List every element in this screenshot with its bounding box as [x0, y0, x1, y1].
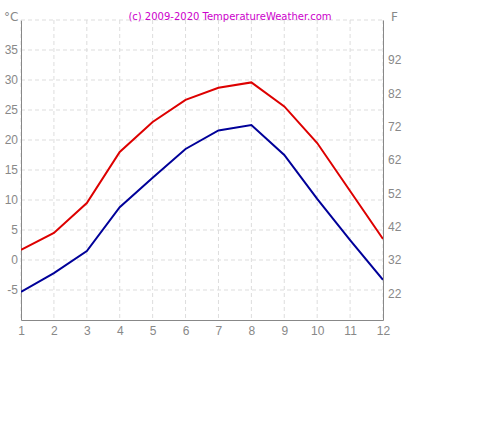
tick-label: 5 — [150, 324, 157, 338]
title: (c) 2009-2020 TemperatureWeather.com — [128, 11, 331, 22]
grid-line-y — [21, 80, 383, 81]
tick: 5 — [11, 223, 21, 237]
tick-label: 92 — [388, 53, 402, 67]
grid-line-x — [218, 20, 219, 320]
tick-label: 22 — [388, 287, 402, 301]
tick: 8 — [249, 320, 256, 338]
tick: 6 — [183, 320, 190, 338]
tick: 32 — [383, 253, 402, 267]
tick: 22 — [383, 287, 402, 301]
grid-line-x — [53, 20, 54, 320]
tick: 7 — [216, 320, 223, 338]
tick: 82 — [383, 87, 402, 101]
tick-label: 4 — [117, 324, 124, 338]
tick-label: 3 — [84, 324, 91, 338]
tick: -5 — [7, 283, 21, 297]
x-axis-line — [22, 320, 384, 321]
series-line — [21, 125, 383, 292]
tick: 4 — [117, 320, 124, 338]
tick-label: 42 — [388, 220, 402, 234]
tick-label: 2 — [51, 324, 58, 338]
tick-label: 11 — [344, 324, 357, 338]
chart: 123456789101112-505101520253035223242526… — [0, 0, 504, 425]
y2-axis: 22 32 42 52 62 72 82 92 — [383, 21, 402, 321]
tick-label: 25 — [5, 103, 19, 117]
grid-line-x — [350, 20, 351, 320]
tick: 10 — [5, 193, 21, 207]
tick: 42 — [383, 220, 402, 234]
tick: 15 — [5, 163, 21, 177]
grid-line-x — [21, 20, 22, 320]
tick-label: -5 — [7, 283, 18, 297]
y-axis: -5 0 5 10 15 20 25 30 35 — [5, 21, 22, 321]
grid-line-y — [21, 110, 383, 111]
series-line — [21, 82, 383, 249]
tick: 62 — [383, 153, 402, 167]
tick: 1 — [18, 320, 25, 338]
y-axis-line — [21, 21, 22, 321]
grid-line-y — [21, 200, 383, 201]
plot-area — [21, 82, 383, 291]
grid-line-x — [119, 20, 120, 320]
y2-axis-line — [383, 21, 384, 321]
tick: 25 — [5, 103, 21, 117]
tick: 10 — [311, 320, 325, 338]
tick-label: 82 — [388, 87, 402, 101]
tick: 20 — [5, 133, 21, 147]
grid-line-x — [284, 20, 285, 320]
grid — [21, 20, 383, 320]
tick-label: 10 — [5, 193, 19, 207]
y-axis-label: °C — [4, 10, 18, 24]
tick-label: 20 — [5, 133, 19, 147]
tick-label: 72 — [388, 120, 402, 134]
tick: 35 — [5, 43, 21, 57]
tick-label: 6 — [183, 324, 190, 338]
grid-line-x — [251, 20, 252, 320]
tick-label: 8 — [249, 324, 256, 338]
tick: 2 — [51, 320, 58, 338]
grid-line-y — [21, 170, 383, 171]
grid-line-x — [317, 20, 318, 320]
tick: 5 — [150, 320, 157, 338]
grid-line-y — [21, 290, 383, 291]
tick: 12 — [377, 320, 391, 338]
tick: 11 — [344, 320, 357, 338]
tick-label: 5 — [11, 223, 18, 237]
grid-line-y — [21, 230, 383, 231]
tick: 9 — [281, 320, 288, 338]
tick-label: 15 — [5, 163, 19, 177]
tick-label: 1 — [18, 324, 25, 338]
grid-line-x — [185, 20, 186, 320]
grid-line-y — [21, 50, 383, 51]
tick-label: 10 — [311, 324, 325, 338]
tick-label: 12 — [377, 324, 391, 338]
tick: 52 — [383, 187, 402, 201]
y2-axis-label: F — [391, 10, 398, 24]
tick-label: 35 — [5, 43, 19, 57]
tick-label: 30 — [5, 73, 19, 87]
tick-label: 0 — [11, 253, 18, 267]
tick-label: 52 — [388, 187, 402, 201]
grid-line-x — [86, 20, 87, 320]
tick: 72 — [383, 120, 402, 134]
tick-label: 32 — [388, 253, 402, 267]
tick-label: 62 — [388, 153, 402, 167]
tick: 3 — [84, 320, 91, 338]
x-axis: 123456789101112 — [18, 320, 390, 338]
grid-line-x — [152, 20, 153, 320]
tick-label: 7 — [216, 324, 223, 338]
tick: 92 — [383, 53, 402, 67]
grid-line-x — [383, 20, 384, 320]
tick: 0 — [11, 253, 21, 267]
tick-label: 9 — [281, 324, 288, 338]
tick: 30 — [5, 73, 21, 87]
